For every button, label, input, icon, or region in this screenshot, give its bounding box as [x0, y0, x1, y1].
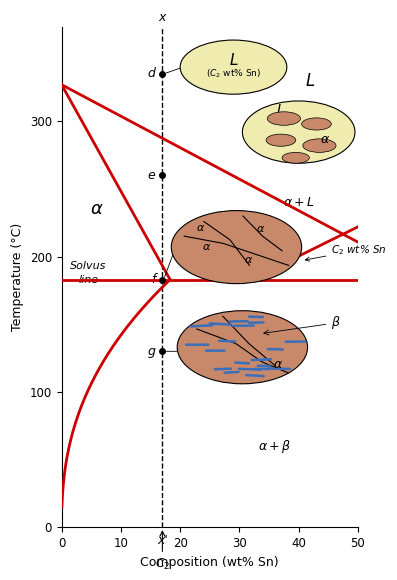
Ellipse shape — [266, 134, 296, 146]
Text: g: g — [147, 345, 155, 358]
Text: d: d — [147, 67, 155, 81]
Text: $\alpha$: $\alpha$ — [197, 223, 206, 233]
Ellipse shape — [303, 139, 336, 153]
Text: $(C_2$ wt% Sn): $(C_2$ wt% Sn) — [206, 68, 261, 80]
Text: $L$: $L$ — [305, 72, 316, 90]
Text: $\alpha + \beta$: $\alpha + \beta$ — [258, 437, 291, 455]
Ellipse shape — [243, 101, 355, 163]
Y-axis label: Temperature (°C): Temperature (°C) — [11, 223, 24, 331]
Text: $\alpha$: $\alpha$ — [256, 224, 265, 234]
Text: Solvus: Solvus — [70, 261, 106, 271]
Text: x': x' — [157, 534, 168, 547]
Text: $C_2$ wt% Sn: $C_2$ wt% Sn — [305, 243, 387, 261]
Ellipse shape — [177, 311, 308, 384]
Text: $C_2$: $C_2$ — [155, 531, 170, 572]
Text: $\alpha$: $\alpha$ — [202, 242, 212, 252]
Text: x: x — [159, 11, 166, 24]
Text: f: f — [151, 273, 155, 286]
Text: $\alpha$: $\alpha$ — [320, 133, 330, 146]
Ellipse shape — [180, 40, 287, 94]
Text: $L$: $L$ — [229, 52, 238, 68]
Ellipse shape — [267, 112, 301, 125]
Text: $\alpha + L$: $\alpha + L$ — [283, 196, 314, 209]
Ellipse shape — [302, 118, 331, 130]
Text: e: e — [148, 169, 155, 182]
Text: $\alpha$: $\alpha$ — [273, 357, 283, 371]
X-axis label: Composition (wt% Sn): Composition (wt% Sn) — [141, 556, 279, 568]
Ellipse shape — [171, 211, 302, 284]
Ellipse shape — [282, 153, 309, 163]
Text: $\alpha$: $\alpha$ — [91, 200, 104, 218]
Text: $\alpha$: $\alpha$ — [244, 255, 253, 265]
Text: $L$: $L$ — [276, 103, 285, 118]
Text: $\beta$: $\beta$ — [264, 314, 341, 335]
Text: line: line — [78, 274, 98, 285]
